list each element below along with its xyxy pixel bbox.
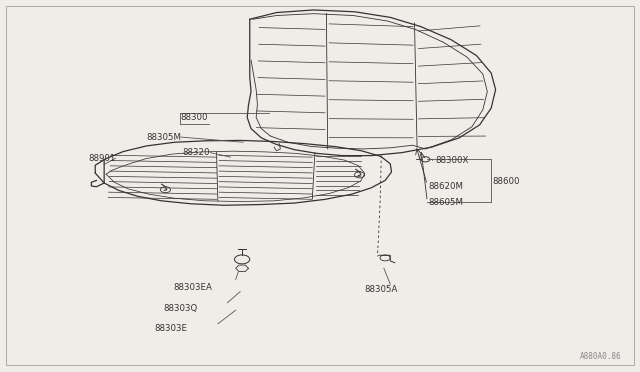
Text: 88305M: 88305M (147, 133, 181, 142)
Text: 88303E: 88303E (154, 324, 187, 333)
Text: 88600: 88600 (492, 177, 520, 186)
Text: 88620M: 88620M (429, 182, 463, 190)
Text: 88303EA: 88303EA (173, 283, 212, 292)
Text: 88901: 88901 (89, 154, 116, 163)
Text: 88305A: 88305A (365, 285, 398, 294)
Text: 88303Q: 88303Q (164, 304, 198, 313)
Text: A880A0.86: A880A0.86 (580, 352, 621, 361)
Text: 88300X: 88300X (435, 155, 468, 164)
Text: 88320: 88320 (182, 148, 210, 157)
Text: 88300: 88300 (180, 113, 208, 122)
Text: 88605M: 88605M (429, 198, 463, 207)
